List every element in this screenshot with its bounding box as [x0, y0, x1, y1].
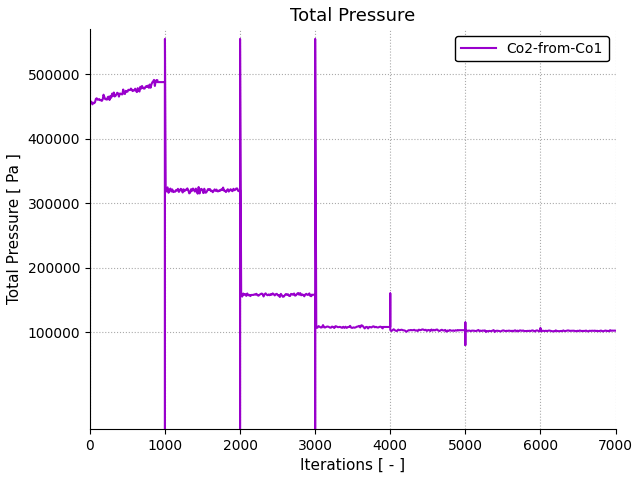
- Co2-from-Co1: [86, 36, 93, 42]
- Co2-from-Co1: [451, 328, 458, 334]
- Co2-from-Co1: [237, 100, 244, 106]
- Co2-from-Co1: [86, 426, 93, 432]
- Co2-from-Co1: [130, 87, 138, 93]
- Co2-from-Co1: [319, 322, 327, 328]
- Line: Co2-from-Co1: Co2-from-Co1: [90, 39, 616, 429]
- X-axis label: Iterations [ - ]: Iterations [ - ]: [300, 458, 405, 473]
- Co2-from-Co1: [499, 328, 506, 334]
- Co2-from-Co1: [461, 342, 469, 348]
- Y-axis label: Total Pressure [ Pa ]: Total Pressure [ Pa ]: [7, 154, 22, 304]
- Title: Total Pressure: Total Pressure: [290, 7, 415, 25]
- Co2-from-Co1: [612, 328, 620, 334]
- Legend: Co2-from-Co1: Co2-from-Co1: [455, 36, 609, 61]
